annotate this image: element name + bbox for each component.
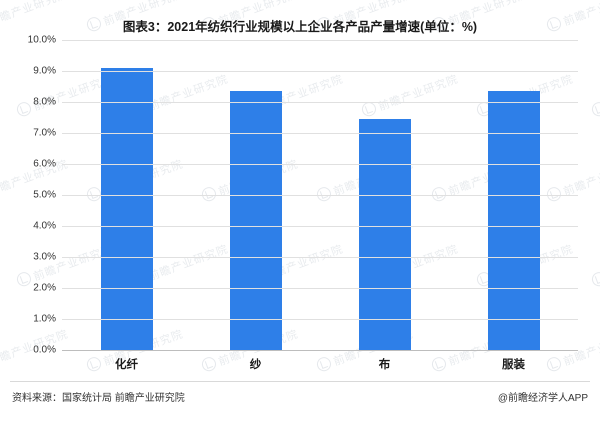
x-axis-tick-label: 化纤 [115, 359, 138, 371]
y-axis-tick-label: 10.0% [27, 34, 56, 46]
x-axis: 化纤 纱 布 服装 [62, 352, 578, 376]
gridline [62, 257, 578, 258]
gridline [62, 319, 578, 320]
source-note: 资料来源：国家统计局 前瞻产业研究院 [12, 393, 185, 404]
x-axis-tick-label: 布 [378, 359, 391, 371]
gridline [62, 71, 578, 72]
bar [487, 91, 540, 350]
y-axis: 0.0% 1.0% 2.0% 3.0% 4.0% 5.0% 6.0% 7.0% 8.0% 9.0%… [0, 35, 62, 360]
y-axis-tick-label: 4.0% [33, 220, 56, 232]
bar-series [62, 40, 578, 350]
gridline [62, 288, 578, 289]
y-axis-tick-label: 3.0% [33, 251, 56, 263]
y-axis-tick-label: 8.0% [33, 96, 56, 108]
grid-area [62, 40, 578, 351]
gridline [62, 164, 578, 165]
y-axis-tick-label: 1.0% [33, 313, 56, 325]
gridline [62, 40, 578, 41]
bar [229, 91, 282, 350]
brand-note: @前瞻经济学人APP [497, 393, 588, 404]
x-axis-tick-label: 服装 [502, 359, 525, 371]
gridline [62, 133, 578, 134]
bar [358, 119, 411, 350]
chart-title: 图表3：2021年纺织行业规模以上企业各产品产量增速(单位：%) [122, 20, 478, 34]
gridline [62, 226, 578, 227]
gridline [62, 350, 578, 351]
bar [100, 67, 153, 350]
y-axis-tick-label: 0.0% [33, 344, 56, 356]
gridline [62, 102, 578, 103]
y-axis-tick-label: 5.0% [33, 189, 56, 201]
y-axis-tick-label: 9.0% [33, 65, 56, 77]
y-axis-tick-label: 2.0% [33, 282, 56, 294]
footer-divider [10, 381, 590, 382]
y-axis-tick-label: 7.0% [33, 127, 56, 139]
x-axis-tick-label: 纱 [249, 359, 262, 371]
y-axis-tick-label: 6.0% [33, 158, 56, 170]
gridline [62, 195, 578, 196]
plot-area: 0.0% 1.0% 2.0% 3.0% 4.0% 5.0% 6.0% 7.0% 8.0% 9.0%… [0, 35, 600, 371]
